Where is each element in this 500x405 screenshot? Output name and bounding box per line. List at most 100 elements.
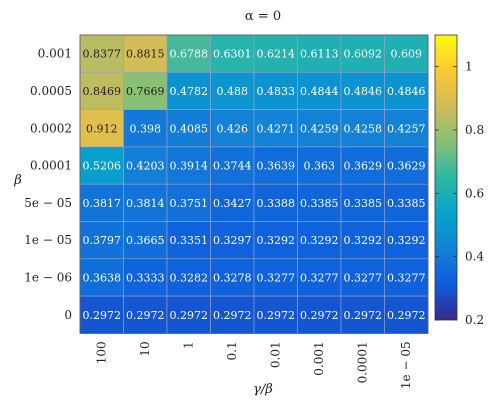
heatmap-cell — [297, 109, 342, 148]
cell-value-label: 0.3282 — [170, 271, 209, 284]
heatmap-cell — [123, 34, 168, 73]
heatmap-cells: 0.8377 0.8815 0.6788 0.6301 0.6214 0.6113 0.60… — [79, 34, 429, 334]
heatmap-cell — [384, 34, 429, 73]
cell-value-label: 0.6301 — [213, 48, 252, 61]
cell-value-label: 0.6113 — [300, 48, 339, 61]
heatmap-cell — [384, 183, 429, 222]
heatmap-cell — [253, 258, 298, 297]
y-tick-label: 1e − 05 — [24, 233, 72, 247]
cell-value-label: 0.4259 — [300, 122, 339, 135]
cell-value-label: 0.3665 — [126, 234, 165, 247]
colorbar-tick-labels: 0.2 0.4 0.6 0.8 1 — [435, 60, 484, 327]
cell-value-label: 0.3427 — [213, 197, 252, 210]
cell-value-label: 0.4258 — [344, 122, 383, 135]
cell-value-label: 0.3278 — [213, 271, 252, 284]
chart-title: α = 0 — [245, 9, 281, 24]
colorbar-tick-label: 0.4 — [465, 250, 484, 264]
heatmap-cell — [166, 109, 211, 148]
cell-value-label: 0.3277 — [387, 271, 426, 284]
cell-value-label: 0.3638 — [83, 271, 122, 284]
cell-value-label: 0.4203 — [126, 160, 165, 173]
cell-value-label: 0.3292 — [300, 234, 339, 247]
cell-value-label: 0.3277 — [257, 271, 296, 284]
x-tick-label: 0.001 — [312, 341, 326, 375]
heatmap-cell — [253, 109, 298, 148]
heatmap-cell — [340, 146, 385, 185]
cell-value-label: 0.8815 — [126, 48, 165, 61]
cell-value-label: 0.4846 — [387, 85, 426, 98]
cell-value-label: 0.3351 — [170, 234, 209, 247]
heatmap-cell — [79, 146, 124, 185]
heatmap-cell — [166, 295, 211, 334]
y-axis-label: β — [13, 173, 22, 188]
cell-value-label: 0.426 — [217, 122, 249, 135]
cell-value-label: 0.6214 — [257, 48, 296, 61]
cell-value-label: 0.4085 — [170, 122, 209, 135]
heatmap-cell — [297, 72, 342, 110]
cell-value-label: 0.4833 — [257, 85, 296, 98]
x-tick-label: 1 — [182, 341, 196, 349]
cell-value-label: 0.3814 — [126, 197, 165, 210]
heatmap-cell — [340, 183, 385, 222]
heatmap-cell — [123, 109, 168, 148]
heatmap-cell — [253, 146, 298, 185]
cell-value-label: 0.2972 — [213, 309, 252, 322]
x-tick-label: 0.0001 — [356, 341, 370, 383]
cell-value-label: 0.7669 — [126, 85, 165, 98]
cell-value-label: 0.2972 — [170, 309, 209, 322]
cell-value-label: 0.3297 — [213, 234, 252, 247]
heatmap-cell — [166, 258, 211, 297]
colorbar-tick-label: 0.6 — [465, 186, 484, 200]
heatmap-cell — [79, 34, 124, 73]
y-tick-label: 0.0005 — [30, 84, 72, 98]
cell-value-label: 0.3292 — [387, 234, 426, 247]
heatmap-cell — [123, 258, 168, 297]
colorbar — [434, 34, 458, 321]
cell-value-label: 0.3817 — [83, 197, 122, 210]
cell-value-label: 0.3744 — [213, 160, 252, 173]
heatmap-cell — [384, 295, 429, 334]
colorbar-tick-label: 1 — [465, 60, 473, 74]
y-tick-label: 5e − 05 — [24, 196, 72, 210]
cell-value-label: 0.6788 — [170, 48, 209, 61]
cell-value-label: 0.3333 — [126, 271, 165, 284]
cell-value-label: 0.3277 — [300, 271, 339, 284]
heatmap-cell — [210, 109, 255, 148]
cell-value-label: 0.3277 — [344, 271, 383, 284]
heatmap-cell — [253, 221, 298, 260]
cell-value-label: 0.3914 — [170, 160, 209, 173]
cell-value-label: 0.2972 — [126, 309, 165, 322]
cell-value-label: 0.4271 — [257, 122, 296, 135]
cell-value-label: 0.2972 — [387, 309, 426, 322]
cell-value-label: 0.2972 — [344, 309, 383, 322]
heatmap-cell — [384, 221, 429, 260]
x-tick-label: 0.1 — [225, 341, 239, 360]
heatmap-cell — [297, 34, 342, 73]
heatmap-cell — [297, 221, 342, 260]
cell-value-label: 0.3751 — [170, 197, 209, 210]
heatmap-cell — [340, 109, 385, 148]
cell-value-label: 0.2972 — [83, 309, 122, 322]
y-tick-label: 0.0001 — [30, 159, 72, 173]
heatmap-cell — [123, 72, 168, 110]
cell-value-label: 0.3292 — [257, 234, 296, 247]
cell-value-label: 0.2972 — [257, 309, 296, 322]
cell-value-label: 0.3388 — [257, 197, 296, 210]
cell-value-label: 0.2972 — [300, 309, 339, 322]
heatmap-cell — [297, 183, 342, 222]
cell-value-label: 0.3385 — [300, 197, 339, 210]
cell-value-label: 0.3797 — [83, 234, 122, 247]
heatmap-cell — [166, 146, 211, 185]
heatmap-cell — [210, 72, 255, 110]
heatmap-cell — [210, 183, 255, 222]
cell-value-label: 0.3639 — [257, 160, 296, 173]
cell-value-label: 0.4844 — [300, 85, 339, 98]
heatmap-cell — [297, 258, 342, 297]
heatmap-cell — [340, 221, 385, 260]
cell-value-label: 0.3629 — [344, 160, 383, 173]
heatmap-cell — [210, 34, 255, 73]
y-tick-label: 0.0002 — [30, 121, 72, 135]
heatmap-cell — [210, 146, 255, 185]
cell-value-label: 0.3292 — [344, 234, 383, 247]
